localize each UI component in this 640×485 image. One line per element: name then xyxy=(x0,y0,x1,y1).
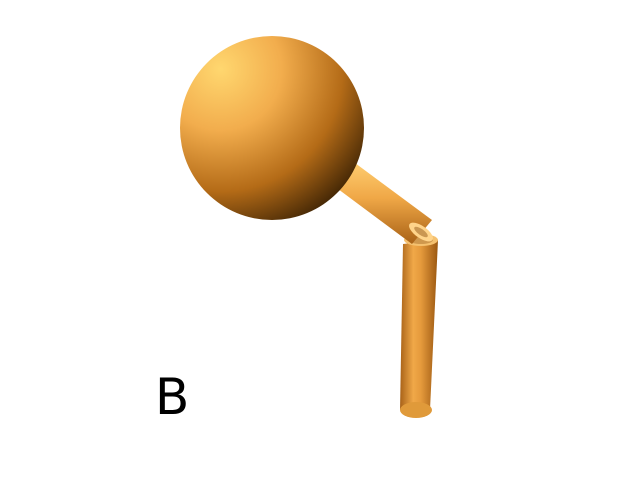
angled-arm xyxy=(334,160,433,244)
sphere xyxy=(180,36,364,220)
vertical-rod xyxy=(400,234,438,418)
figure-label: B xyxy=(155,368,190,426)
